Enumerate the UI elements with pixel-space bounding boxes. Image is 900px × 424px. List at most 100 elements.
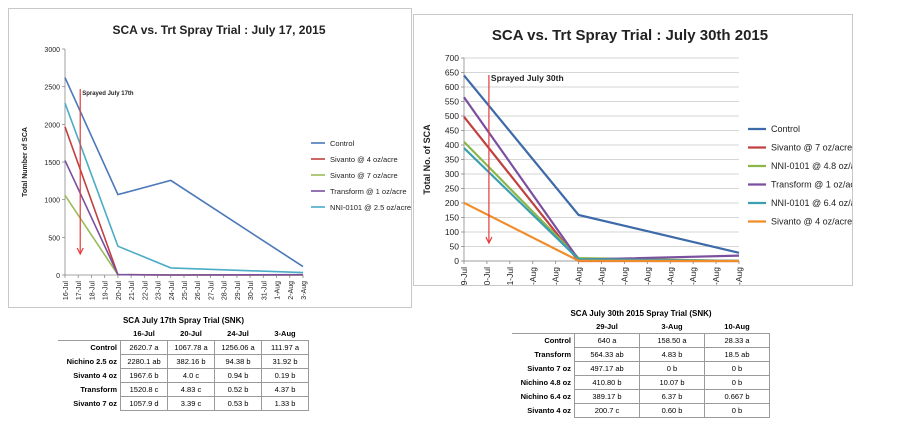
y-tick-label: 250 <box>445 184 459 194</box>
row-label: Control <box>512 333 575 348</box>
table-cell: 0.60 b <box>639 403 705 418</box>
row-label: Sivanto 4 oz <box>512 403 575 418</box>
table-cell: 6.37 b <box>639 389 705 404</box>
spray-annotation: Sprayed July 30th <box>491 73 564 83</box>
table-row: Transform 1520.8 c 4.83 c 0.52 b 4.37 b <box>58 382 309 397</box>
x-tick-label: 2-Aug <box>551 267 561 285</box>
series-line <box>463 201 740 263</box>
column-header: 3-Aug <box>639 320 705 334</box>
table-cell: 0.52 b <box>214 382 262 397</box>
table-cell: 497.17 ab <box>574 361 640 376</box>
x-tick-label: 29-Jul <box>459 267 469 285</box>
x-tick-label: 24-Jul <box>169 281 176 301</box>
legend-label: Control <box>330 139 355 148</box>
table-cell: 2620.7 a <box>120 340 168 355</box>
legend-label: NNI-0101 @ 2.5 oz/acre <box>330 203 411 212</box>
x-tick-label: 1-Aug <box>528 267 538 285</box>
y-tick-label: 600 <box>445 82 459 92</box>
table-july-30-snk: SCA July 30th 2015 Spray Trial (SNK) 29-… <box>512 309 770 418</box>
table-cell: 4.37 b <box>261 382 309 397</box>
x-tick-label: 17-Jul <box>76 281 83 301</box>
table-cell: 382.16 b <box>167 354 215 369</box>
table-row: Control 2620.7 a 1067.78 a 1256.06 a 111.97 … <box>58 340 309 355</box>
corner-cell <box>58 327 121 341</box>
y-tick-label: 200 <box>445 198 459 208</box>
row-label: Control <box>58 340 121 355</box>
table-cell: 4.0 c <box>167 368 215 383</box>
table-cell: 0 b <box>704 403 770 418</box>
legend-label: Sivanto @ 4 oz/acre <box>771 217 852 227</box>
chart-july-30: SCA vs. Trt Spray Trial : July 30th 2015… <box>413 14 868 294</box>
x-tick-label: 31-Jul <box>261 281 268 301</box>
y-tick-label: 1000 <box>44 198 60 205</box>
table-header-row: 29-Jul 3-Aug 10-Aug <box>512 320 770 334</box>
table-cell: 0.94 b <box>214 368 262 383</box>
y-tick-label: 700 <box>445 53 459 63</box>
x-tick-label: 18-Jul <box>89 281 96 301</box>
legend-label: NNI-0101 @ 6.4 oz/acre <box>771 198 852 208</box>
chart-title: SCA vs. Trt Spray Trial : July 30th 2015 <box>492 27 768 44</box>
x-tick-label: 19-Jul <box>103 281 110 301</box>
x-tick-label: 16-Jul <box>63 281 70 301</box>
table-row: Sivanto 7 oz 1057.9 d 3.39 c 0.53 b 1.33 b <box>58 396 309 411</box>
table-row: Control 640 a 158.50 a 28.33 a <box>512 333 770 348</box>
x-tick-label: 3-Aug <box>574 267 584 285</box>
table-cell: 28.33 a <box>704 333 770 348</box>
table-cell: 1057.9 d <box>120 396 168 411</box>
chart-july-17-svg: SCA vs. Trt Spray Trial : July 17, 2015 T… <box>22 23 411 301</box>
y-axis-label: Total Number of SCA <box>22 127 29 197</box>
table-row: Nichino 6.4 oz 389.17 b 6.37 b 0.667 b <box>512 389 770 404</box>
table-cell: 111.97 a <box>261 340 309 355</box>
x-tick-label: 1-Aug <box>275 281 282 300</box>
legend-label: Transform @ 1 oz/acre <box>330 187 407 196</box>
table-cell: 0 b <box>639 361 705 376</box>
column-header: 24-Jul <box>214 327 262 341</box>
series-line <box>64 194 304 276</box>
x-tick-label: 23-Jul <box>156 281 163 301</box>
chart-july-17: SCA vs. Trt Spray Trial : July 17, 2015 T… <box>8 8 412 308</box>
y-tick-label: 550 <box>445 97 459 107</box>
table-header-row: 16-Jul 20-Jul 24-Jul 3-Aug <box>58 327 309 341</box>
legend-label: Transform @ 1 oz/acre <box>771 180 852 190</box>
y-tick-label: 100 <box>445 227 459 237</box>
legend-label: Sivanto @ 7 oz/acre <box>771 143 852 153</box>
table-cell: 1067.78 a <box>167 340 215 355</box>
table-cell: 1.33 b <box>261 396 309 411</box>
x-tick-label: 7-Aug <box>665 267 675 285</box>
y-tick-label: 0 <box>454 256 459 266</box>
table-cell: 1967.6 b <box>120 368 168 383</box>
y-tick-label: 3000 <box>44 47 60 54</box>
series-line <box>64 102 304 274</box>
table-title: SCA July 30th 2015 Spray Trial (SNK) <box>570 309 712 318</box>
row-label: Sivanto 7 oz <box>512 361 575 376</box>
corner-cell <box>512 320 575 334</box>
row-label: Sivanto 4 oz <box>58 368 121 383</box>
row-label: Nichino 2.5 oz <box>58 354 121 369</box>
table-cell: 564.33 ab <box>574 347 640 362</box>
chart-july-30-svg: SCA vs. Trt Spray Trial : July 30th 2015… <box>422 27 868 294</box>
x-tick-label: 2-Aug <box>288 281 295 300</box>
y-tick-label: 300 <box>445 169 459 179</box>
snk-table: 29-Jul 3-Aug 10-Aug Control 640 a 158.50 a 28… <box>512 320 770 418</box>
x-tick-label: 10-Aug <box>734 267 744 285</box>
y-tick-label: 50 <box>450 242 460 252</box>
spray-arrow-head <box>485 236 493 245</box>
table-row: Transform 564.33 ab 4.83 b 18.5 ab <box>512 347 770 362</box>
x-tick-label: 5-Aug <box>619 267 629 285</box>
legend-label: NNI-0101 @ 4.8 oz/acre <box>771 161 852 171</box>
x-tick-label: 6-Aug <box>642 267 652 285</box>
table-cell: 4.83 c <box>167 382 215 397</box>
table-cell: 389.17 b <box>574 389 640 404</box>
legend-label: Sivanto @ 7 oz/acre <box>330 171 398 180</box>
spray-arrow-head <box>76 247 84 256</box>
table-cell: 410.80 b <box>574 375 640 390</box>
x-tick-label: 21-Jul <box>129 281 136 301</box>
table-cell: 4.83 b <box>639 347 705 362</box>
row-label: Transform <box>58 382 121 397</box>
table-cell: 158.50 a <box>639 333 705 348</box>
x-tick-label: 9-Aug <box>711 267 721 285</box>
x-tick-label: 27-Jul <box>208 281 215 301</box>
x-tick-label: 4-Aug <box>597 267 607 285</box>
